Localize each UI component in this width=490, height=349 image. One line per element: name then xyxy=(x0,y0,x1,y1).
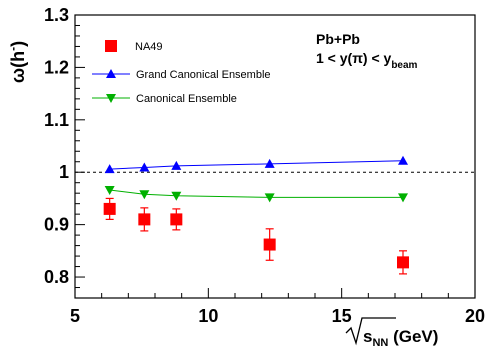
data-point xyxy=(139,162,150,172)
series-na49 xyxy=(103,197,409,275)
legend-marker xyxy=(105,40,117,52)
x-tick-label: 5 xyxy=(70,306,80,326)
y-tick-label: 1.2 xyxy=(44,57,69,77)
legend-label: Canonical Ensemble xyxy=(136,93,237,105)
data-point xyxy=(171,160,182,170)
axes: 5 10 15 20 0.8 0.9 1 1.1 1.2 1.3 xyxy=(44,5,485,326)
plot-frame xyxy=(74,14,476,299)
y-axis-title: ω(h-) xyxy=(6,41,28,83)
data-point xyxy=(397,256,409,269)
data-point xyxy=(138,213,151,226)
legend-entry: Grand Canonical Ensemble xyxy=(92,69,271,81)
data-point xyxy=(103,202,116,215)
series-line xyxy=(109,189,403,198)
data-point xyxy=(264,158,275,168)
x-tick-label: 20 xyxy=(465,306,485,326)
legend-entry: Canonical Ensemble xyxy=(92,93,237,105)
y-tick-label: 0.9 xyxy=(44,215,69,235)
svg-text:sNN (GeV): sNN (GeV) xyxy=(363,327,438,349)
y-tick-label: 1.3 xyxy=(44,5,69,25)
data-point xyxy=(398,155,408,165)
y-tick-label: 1 xyxy=(59,162,69,182)
legend-label: NA49 xyxy=(135,41,163,53)
series-canonical-ensemble xyxy=(104,186,408,203)
x-tick-label: 15 xyxy=(332,306,352,326)
series-grand-canonical-ensemble xyxy=(104,155,408,174)
data-point xyxy=(264,193,275,203)
data-point xyxy=(398,193,408,203)
data-point xyxy=(170,213,183,226)
series-group xyxy=(103,155,409,275)
data-point xyxy=(104,186,115,196)
x-tick-label: 10 xyxy=(198,306,218,326)
y-tick-label: 1.1 xyxy=(44,110,69,130)
x-axis-title: sNN (GeV) xyxy=(345,317,438,349)
y-tick-label: 0.8 xyxy=(44,267,69,287)
annotation-line1: Pb+Pb xyxy=(316,31,360,47)
annotation: Pb+Pb 1 < y(π) < ybeam xyxy=(316,31,418,71)
data-point xyxy=(263,238,276,251)
data-point xyxy=(171,191,182,201)
series-line xyxy=(109,160,404,170)
annotation-line2: 1 < y(π) < ybeam xyxy=(316,50,418,71)
data-point xyxy=(104,164,115,174)
legend: NA49 Grand Canonical Ensemble Canonical En… xyxy=(92,40,271,105)
data-point xyxy=(139,190,150,200)
legend-marker xyxy=(106,94,116,103)
legend-label: Grand Canonical Ensemble xyxy=(136,69,271,81)
legend-entry: NA49 xyxy=(105,40,163,53)
legend-marker xyxy=(106,69,116,78)
